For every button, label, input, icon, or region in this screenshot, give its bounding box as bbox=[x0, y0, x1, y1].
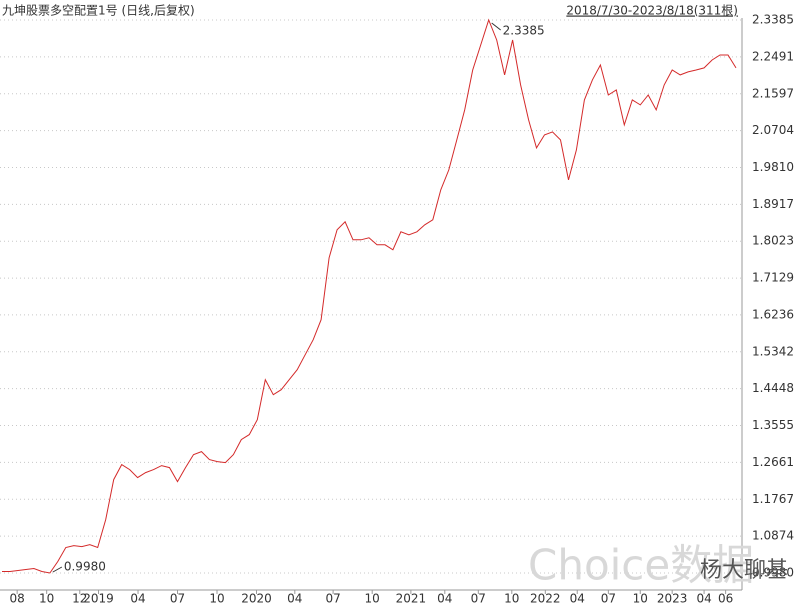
x-tick-label: 04 bbox=[696, 592, 711, 606]
y-tick-label: 1.4448 bbox=[752, 381, 794, 395]
watermark: Choice数据 bbox=[528, 541, 754, 590]
y-tick-label: 2.3385 bbox=[752, 13, 794, 27]
y-tick-label: 1.7129 bbox=[752, 271, 794, 285]
x-tick-label: 07 bbox=[471, 592, 486, 606]
y-tick-label: 1.6236 bbox=[752, 307, 794, 321]
price-line bbox=[2, 18, 737, 574]
x-tick-label: 2022 bbox=[530, 592, 561, 606]
x-tick-label: 10 bbox=[39, 592, 54, 606]
chart-title: 九坤股票多空配置1号 (日线,后复权) bbox=[2, 3, 195, 18]
y-tick-label: 2.1597 bbox=[752, 86, 794, 100]
y-tick-label: 1.8023 bbox=[752, 234, 794, 248]
x-tick-label: 04 bbox=[437, 592, 452, 606]
x-tick-label: 04 bbox=[130, 592, 145, 606]
x-tick-label: 07 bbox=[601, 592, 616, 606]
x-tick-label: 10 bbox=[633, 592, 648, 606]
x-tick-label: 10 bbox=[365, 592, 380, 606]
x-tick-label: 2019 bbox=[83, 592, 114, 606]
x-tick-label: 12 bbox=[72, 592, 87, 606]
y-tick-label: 1.9810 bbox=[752, 160, 794, 174]
annotation-arrow bbox=[52, 566, 63, 573]
y-tick-label: 1.5342 bbox=[752, 344, 794, 358]
annotation-label: 2.3385 bbox=[503, 24, 545, 38]
x-tick-label: 2021 bbox=[396, 592, 427, 606]
y-tick-label: 1.0874 bbox=[752, 529, 794, 543]
x-tick-label: 04 bbox=[570, 592, 585, 606]
x-tick-label: 10 bbox=[504, 592, 519, 606]
x-tick-label: 10 bbox=[209, 592, 224, 606]
x-tick-label: 2023 bbox=[657, 592, 688, 606]
x-tick-label: 08 bbox=[10, 592, 25, 606]
y-tick-label: 1.1767 bbox=[752, 492, 794, 506]
y-tick-label: 1.3555 bbox=[752, 418, 794, 432]
x-tick-label: 07 bbox=[325, 592, 340, 606]
x-tick-label: 06 bbox=[718, 592, 733, 606]
watermark: 杨大聊基 bbox=[700, 558, 788, 583]
annotation-label: 0.9980 bbox=[64, 560, 106, 574]
y-tick-label: 2.2491 bbox=[752, 49, 794, 63]
y-tick-label: 1.2661 bbox=[752, 455, 794, 469]
x-tick-label: 2020 bbox=[241, 592, 272, 606]
x-tick-label: 07 bbox=[170, 592, 185, 606]
y-tick-label: 0.9980 bbox=[752, 566, 794, 580]
x-tick-label: 04 bbox=[287, 592, 302, 606]
y-tick-label: 1.8917 bbox=[752, 197, 794, 211]
y-tick-label: 2.0704 bbox=[752, 123, 794, 137]
annotation-arrow bbox=[491, 22, 501, 31]
range-label: 2018/7/30-2023/8/18(311根) bbox=[566, 4, 738, 18]
